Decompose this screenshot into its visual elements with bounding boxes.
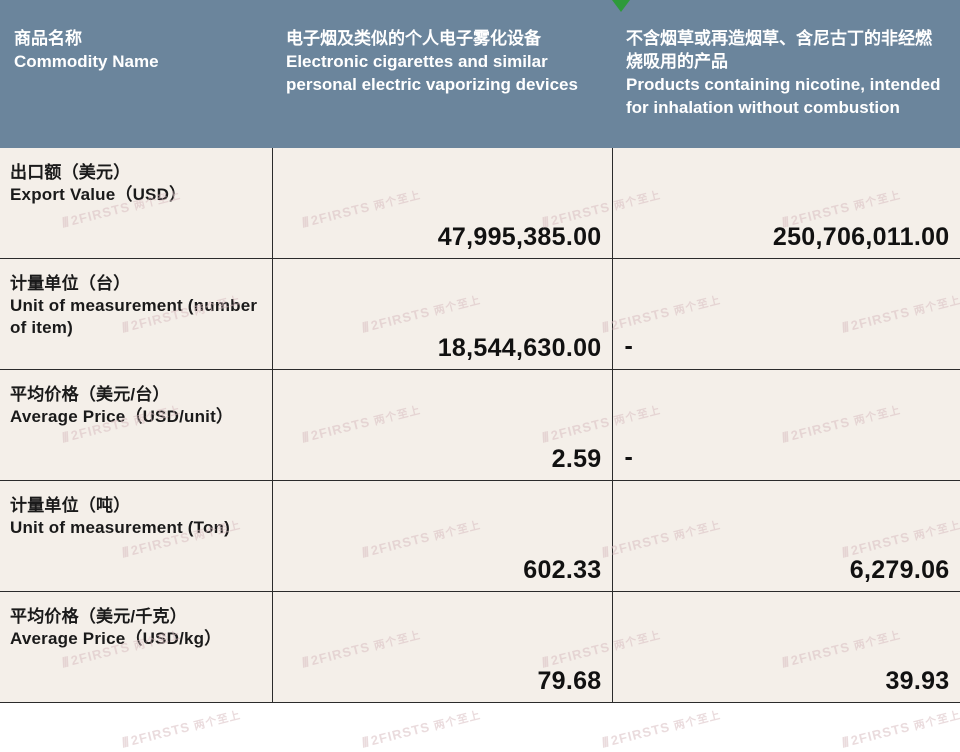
row-label-zh: 计量单位（台） (10, 273, 262, 295)
export-table: 商品名称 Commodity Name 电子烟及类似的个人电子雾化设备 Elec… (0, 0, 960, 703)
row-label-en: Unit of measurement (Ton) (10, 517, 262, 539)
row-col2-cell: - (612, 259, 960, 370)
header-col2-cell: 不含烟草或再造烟草、含尼古丁的非经燃烧吸用的产品 Products contai… (612, 0, 960, 148)
table-row: 平均价格（美元/台） Average Price（USD/unit） 2.59 … (0, 370, 960, 481)
row-col2-value: 6,279.06 (850, 556, 950, 585)
row-label-cell: 计量单位（台） Unit of measurement (number of i… (0, 259, 272, 370)
table-row: 计量单位（台） Unit of measurement (number of i… (0, 259, 960, 370)
row-label-zh: 计量单位（吨） (10, 495, 262, 517)
row-col2-cell: - (612, 370, 960, 481)
header-rowlabel-cell: 商品名称 Commodity Name (0, 0, 272, 148)
row-col2-cell: 39.93 (612, 592, 960, 703)
header-col2-zh: 不含烟草或再造烟草、含尼古丁的非经燃烧吸用的产品 (626, 28, 946, 74)
row-col1-value: 79.68 (537, 667, 601, 696)
row-label-cell: 出口额（美元） Export Value（USD） (0, 148, 272, 259)
table-row: 出口额（美元） Export Value（USD） 47,995,385.00 … (0, 148, 960, 259)
header-col1-zh: 电子烟及类似的个人电子雾化设备 (286, 28, 598, 51)
row-col1-cell: 18,544,630.00 (272, 259, 612, 370)
table-header-row: 商品名称 Commodity Name 电子烟及类似的个人电子雾化设备 Elec… (0, 0, 960, 148)
row-label-zh: 出口额（美元） (10, 162, 262, 184)
row-label-cell: 平均价格（美元/千克） Average Price（USD/kg） (0, 592, 272, 703)
header-rowlabel-zh: 商品名称 (14, 28, 258, 51)
watermark: ///2FIRSTS两个至上 (840, 705, 960, 751)
table-row: 计量单位（吨） Unit of measurement (Ton) 602.33… (0, 481, 960, 592)
row-label-en: Export Value（USD） (10, 184, 262, 206)
row-label-cell: 计量单位（吨） Unit of measurement (Ton) (0, 481, 272, 592)
table-row: 平均价格（美元/千克） Average Price（USD/kg） 79.68 … (0, 592, 960, 703)
watermark: ///2FIRSTS两个至上 (600, 705, 723, 751)
row-label-cell: 平均价格（美元/台） Average Price（USD/unit） (0, 370, 272, 481)
row-col2-cell: 6,279.06 (612, 481, 960, 592)
row-col2-value: - (625, 332, 633, 361)
row-label-en: Average Price（USD/unit） (10, 406, 262, 428)
row-label-en: Unit of measurement (number of item) (10, 295, 262, 339)
row-col1-cell: 79.68 (272, 592, 612, 703)
row-col1-cell: 2.59 (272, 370, 612, 481)
indicator-triangle (612, 0, 630, 12)
row-col2-value: - (625, 443, 633, 472)
row-col2-value: 39.93 (885, 667, 949, 696)
row-col1-value: 2.59 (552, 445, 602, 474)
watermark: ///2FIRSTS两个至上 (120, 705, 243, 751)
row-col1-value: 602.33 (523, 556, 601, 585)
row-label-zh: 平均价格（美元/台） (10, 384, 262, 406)
header-col1-en: Electronic cigarettes and similar person… (286, 51, 598, 97)
row-col1-value: 47,995,385.00 (438, 223, 602, 252)
row-col1-cell: 47,995,385.00 (272, 148, 612, 259)
row-label-en: Average Price（USD/kg） (10, 628, 262, 650)
header-rowlabel-en: Commodity Name (14, 51, 258, 74)
row-label-zh: 平均价格（美元/千克） (10, 606, 262, 628)
row-col1-cell: 602.33 (272, 481, 612, 592)
header-col2-en: Products containing nicotine, intended f… (626, 74, 946, 120)
header-col1-cell: 电子烟及类似的个人电子雾化设备 Electronic cigarettes an… (272, 0, 612, 148)
watermark: ///2FIRSTS两个至上 (360, 705, 483, 751)
row-col1-value: 18,544,630.00 (438, 334, 602, 363)
row-col2-cell: 250,706,011.00 (612, 148, 960, 259)
row-col2-value: 250,706,011.00 (773, 223, 950, 252)
